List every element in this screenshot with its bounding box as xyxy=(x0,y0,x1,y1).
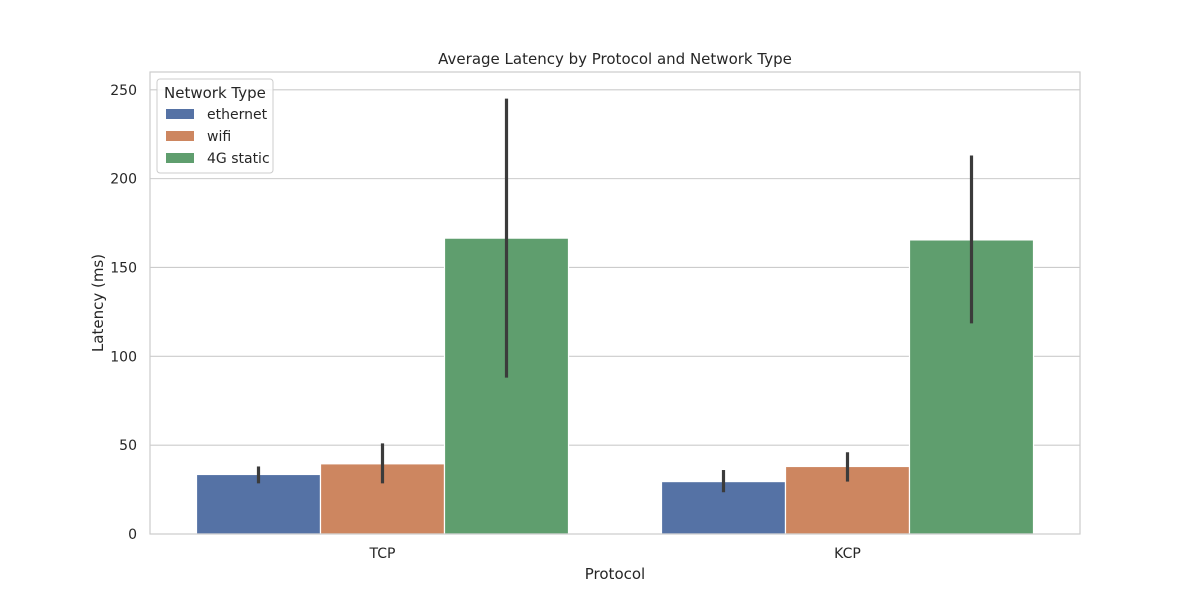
legend-label: 4G static xyxy=(207,151,270,167)
bars-group xyxy=(195,237,1035,535)
error-bars-group xyxy=(256,98,974,493)
legend-frame xyxy=(156,78,274,174)
plot-frame xyxy=(149,71,1081,535)
legend-swatch xyxy=(166,131,194,141)
legend-items: ethernet wifi 4G static xyxy=(166,107,270,167)
y-tick-label: 50 xyxy=(119,438,137,454)
legend-label: wifi xyxy=(207,129,231,145)
legend-swatch xyxy=(166,109,194,119)
y-axis-label: Latency (ms) xyxy=(89,254,107,352)
x-tick-label: KCP xyxy=(834,546,861,562)
legend-label: ethernet xyxy=(207,107,268,123)
x-axis-label: Protocol xyxy=(585,565,645,583)
y-tick-label: 250 xyxy=(110,83,137,99)
y-tick-labels: 0 50 100 150 200 250 xyxy=(110,83,137,543)
x-tick-label: TCP xyxy=(369,546,396,562)
y-tick-label: 100 xyxy=(110,349,137,365)
legend: Network Type ethernet wifi 4G static xyxy=(156,78,274,174)
legend-title: Network Type xyxy=(164,84,266,102)
y-tick-label: 200 xyxy=(110,172,137,188)
chart-title: Average Latency by Protocol and Network … xyxy=(438,50,792,68)
y-tick-label: 0 xyxy=(128,527,137,543)
bar-ethernet-tcp xyxy=(195,473,322,535)
legend-swatch xyxy=(166,153,194,163)
y-tick-label: 150 xyxy=(110,260,137,276)
x-tick-labels: TCP KCP xyxy=(369,546,861,562)
